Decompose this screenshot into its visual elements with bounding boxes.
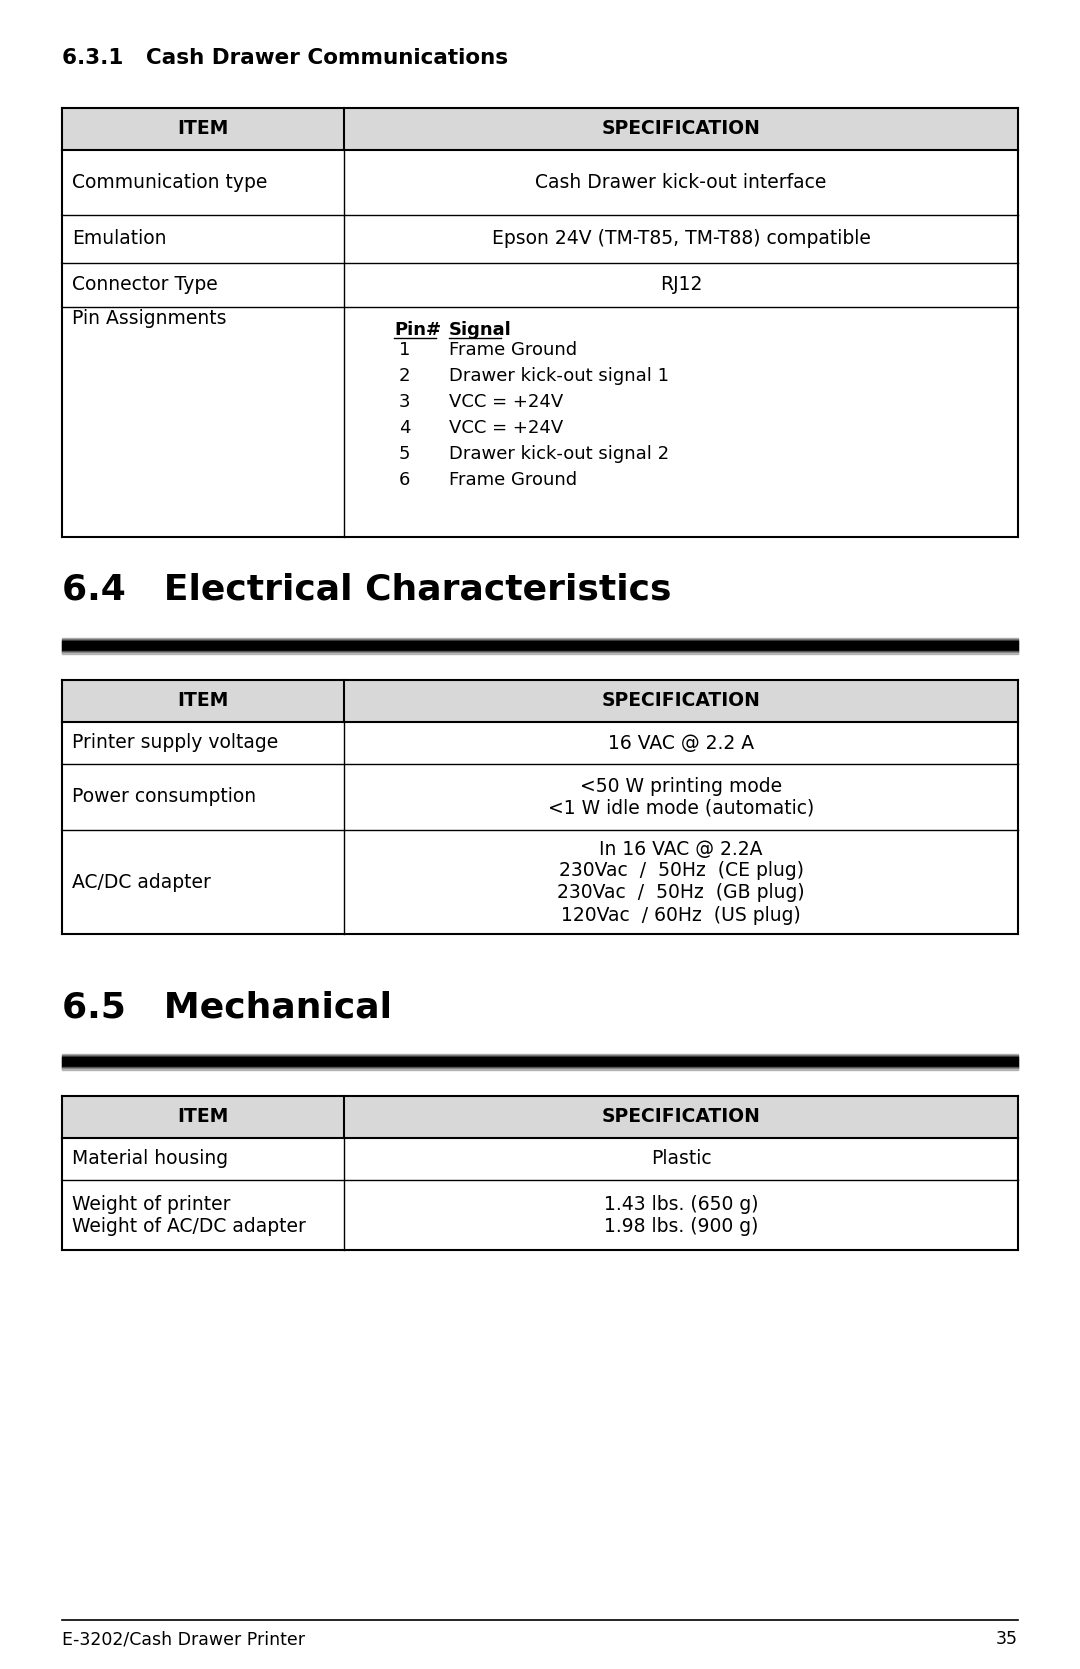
- Text: AC/DC adapter: AC/DC adapter: [72, 873, 211, 891]
- Text: Printer supply voltage: Printer supply voltage: [72, 733, 279, 753]
- Text: 3: 3: [399, 392, 410, 411]
- Text: VCC = +24V: VCC = +24V: [449, 419, 564, 437]
- Bar: [62, 679, 1018, 723]
- Text: 6: 6: [399, 471, 410, 489]
- Text: 16 VAC @ 2.2 A: 16 VAC @ 2.2 A: [608, 733, 754, 753]
- Text: <50 W printing mode: <50 W printing mode: [580, 776, 782, 796]
- Bar: [62, 108, 1018, 150]
- Text: VCC = +24V: VCC = +24V: [449, 392, 564, 411]
- Text: Signal: Signal: [449, 320, 512, 339]
- Text: Pin#: Pin#: [394, 320, 441, 339]
- Text: Cash Drawer kick-out interface: Cash Drawer kick-out interface: [536, 174, 826, 192]
- Text: 35: 35: [996, 1631, 1018, 1647]
- Text: Communication type: Communication type: [72, 174, 268, 192]
- Text: Weight of printer: Weight of printer: [72, 1195, 230, 1213]
- Text: Emulation: Emulation: [72, 230, 166, 249]
- Text: ITEM: ITEM: [177, 120, 229, 139]
- Text: 6.5   Mechanical: 6.5 Mechanical: [62, 990, 392, 1025]
- Text: 230Vac  /  50Hz  (GB plug): 230Vac / 50Hz (GB plug): [557, 883, 805, 903]
- Text: E-3202/Cash Drawer Printer: E-3202/Cash Drawer Printer: [62, 1631, 305, 1647]
- Text: Power consumption: Power consumption: [72, 788, 256, 806]
- Text: 1.98 lbs. (900 g): 1.98 lbs. (900 g): [604, 1217, 758, 1235]
- Text: Pin Assignments: Pin Assignments: [72, 309, 227, 329]
- Text: 1: 1: [399, 340, 410, 359]
- Text: SPECIFICATION: SPECIFICATION: [602, 1108, 760, 1127]
- Text: Frame Ground: Frame Ground: [449, 340, 577, 359]
- Text: ITEM: ITEM: [177, 1108, 229, 1127]
- Text: 4: 4: [399, 419, 410, 437]
- Text: ITEM: ITEM: [177, 691, 229, 711]
- Text: 6.4   Electrical Characteristics: 6.4 Electrical Characteristics: [62, 572, 672, 606]
- Text: Material housing: Material housing: [72, 1150, 228, 1168]
- Text: RJ12: RJ12: [660, 275, 702, 294]
- Text: Epson 24V (TM-T85, TM-T88) compatible: Epson 24V (TM-T85, TM-T88) compatible: [491, 230, 870, 249]
- Text: 6.3.1   Cash Drawer Communications: 6.3.1 Cash Drawer Communications: [62, 48, 508, 68]
- Text: 1.43 lbs. (650 g): 1.43 lbs. (650 g): [604, 1195, 758, 1213]
- Text: Weight of AC/DC adapter: Weight of AC/DC adapter: [72, 1217, 306, 1235]
- Text: SPECIFICATION: SPECIFICATION: [602, 120, 760, 139]
- Text: Connector Type: Connector Type: [72, 275, 218, 294]
- Text: 120Vac  / 60Hz  (US plug): 120Vac / 60Hz (US plug): [562, 906, 801, 925]
- Text: In 16 VAC @ 2.2A: In 16 VAC @ 2.2A: [599, 840, 762, 858]
- Text: Drawer kick-out signal 2: Drawer kick-out signal 2: [449, 446, 670, 462]
- Text: 230Vac  /  50Hz  (CE plug): 230Vac / 50Hz (CE plug): [558, 861, 804, 881]
- Text: 2: 2: [399, 367, 410, 386]
- Bar: [62, 1097, 1018, 1138]
- Text: Plastic: Plastic: [650, 1150, 712, 1168]
- Text: <1 W idle mode (automatic): <1 W idle mode (automatic): [548, 798, 814, 818]
- Text: 5: 5: [399, 446, 410, 462]
- Text: SPECIFICATION: SPECIFICATION: [602, 691, 760, 711]
- Text: Frame Ground: Frame Ground: [449, 471, 577, 489]
- Text: Drawer kick-out signal 1: Drawer kick-out signal 1: [449, 367, 669, 386]
